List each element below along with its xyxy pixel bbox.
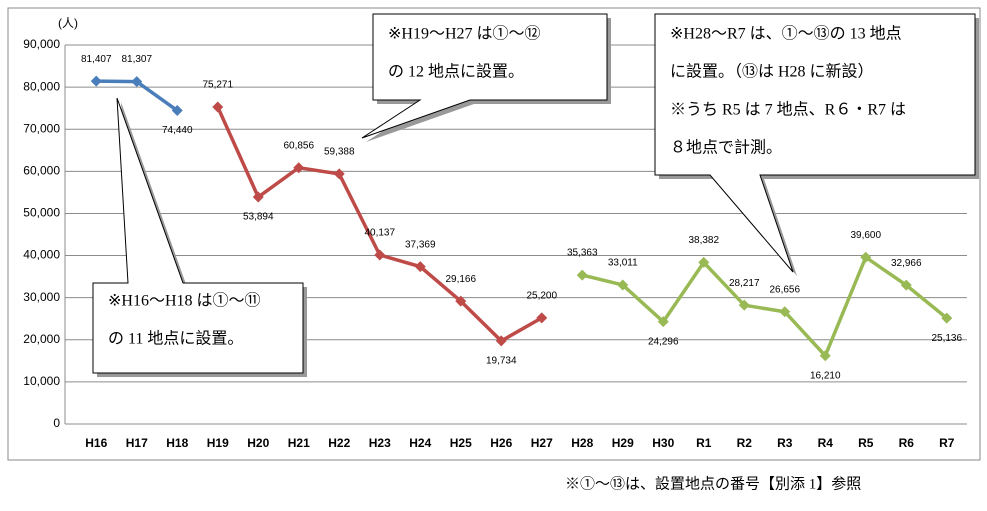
x-tick-label: H20 — [247, 436, 269, 450]
value-label: 60,856 — [283, 140, 314, 151]
x-tick-label: H27 — [531, 436, 553, 450]
footnote: ※①～⑬は、設置地点の番号【別添 1】参照 — [565, 475, 861, 492]
x-tick-label: H24 — [409, 436, 431, 450]
marker — [738, 299, 750, 311]
x-tick-label: H26 — [490, 436, 512, 450]
marker — [779, 306, 791, 318]
marker — [293, 162, 305, 174]
value-label: 24,296 — [648, 336, 679, 347]
x-tick-label: H22 — [328, 436, 350, 450]
y-tick-label: 10,000 — [23, 374, 60, 388]
annotation: の 12 地点に設置。 — [388, 63, 524, 81]
marker — [252, 191, 264, 203]
value-label: 81,307 — [121, 54, 152, 65]
annotation: ※うち R5 は 7 地点、R６・R7 は — [670, 101, 906, 119]
annotation: ※H19～H27 は①～⑫ — [388, 25, 541, 43]
value-label: 25,200 — [526, 291, 557, 302]
marker — [333, 168, 345, 180]
value-label: 37,369 — [405, 239, 436, 250]
x-tick-label: R5 — [858, 436, 874, 450]
x-tick-label: H25 — [450, 436, 472, 450]
marker — [657, 316, 669, 328]
marker — [900, 279, 912, 291]
x-tick-label: R6 — [899, 436, 915, 450]
x-tick-label: H28 — [571, 436, 593, 450]
marker — [819, 350, 831, 362]
x-tick-label: H30 — [652, 436, 674, 450]
x-tick-label: H21 — [288, 436, 310, 450]
marker — [374, 249, 386, 261]
x-tick-label: H17 — [126, 436, 148, 450]
annotation: の 11 地点に設置。 — [108, 330, 243, 348]
value-label: 29,166 — [445, 274, 476, 285]
y-unit: (人) — [58, 16, 78, 30]
value-label: 16,210 — [810, 370, 841, 381]
marker — [576, 269, 588, 281]
marker — [131, 76, 143, 88]
x-tick-label: H18 — [166, 436, 188, 450]
x-tick-label: H23 — [369, 436, 391, 450]
value-label: 28,217 — [729, 278, 760, 289]
y-tick-label: 70,000 — [23, 121, 60, 135]
x-tick-label: R7 — [939, 436, 955, 450]
x-tick-label: R4 — [818, 436, 834, 450]
value-label: 26,656 — [769, 284, 800, 295]
marker — [212, 101, 224, 113]
marker — [414, 261, 426, 273]
series-line — [581, 254, 948, 359]
value-label: 53,894 — [243, 212, 274, 223]
y-tick-label: 60,000 — [23, 164, 60, 178]
marker — [171, 105, 183, 117]
annotation: ８地点で計測。 — [670, 139, 782, 157]
y-tick-label: 0 — [53, 416, 60, 430]
annotation: ※H28～R7 は、①～⑬の 13 地点 — [670, 25, 902, 43]
x-tick-label: H19 — [207, 436, 229, 450]
x-tick-label: R1 — [696, 436, 712, 450]
value-label: 74,440 — [162, 125, 193, 136]
marker — [698, 256, 710, 268]
value-label: 32,966 — [891, 258, 922, 269]
x-tick-label: H16 — [85, 436, 107, 450]
marker — [495, 335, 507, 347]
callout-box — [92, 97, 304, 374]
value-label: 75,271 — [202, 80, 233, 91]
y-tick-label: 90,000 — [23, 37, 60, 51]
callout-box — [654, 13, 976, 273]
value-label: 59,388 — [324, 147, 355, 158]
value-label: 40,137 — [364, 228, 395, 239]
value-label: 38,382 — [688, 235, 719, 246]
marker — [860, 251, 872, 263]
marker — [617, 279, 629, 291]
x-tick-label: R2 — [737, 436, 753, 450]
annotation: ※H16～H18 は①～⑪ — [108, 292, 261, 310]
callout-box — [361, 13, 608, 139]
y-tick-label: 40,000 — [23, 248, 60, 262]
marker — [90, 75, 102, 87]
value-label: 35,363 — [567, 248, 598, 259]
marker — [941, 312, 953, 324]
x-tick-label: R3 — [777, 436, 793, 450]
value-label: 25,136 — [931, 333, 962, 344]
y-tick-label: 50,000 — [23, 206, 60, 220]
x-tick-label: H29 — [612, 436, 634, 450]
annotation: に設置。（⑬は H28 に新設） — [670, 63, 874, 81]
value-label: 19,734 — [486, 356, 517, 367]
value-label: 39,600 — [850, 230, 881, 241]
marker — [536, 312, 548, 324]
value-label: 33,011 — [608, 258, 638, 269]
y-tick-label: 80,000 — [23, 79, 60, 93]
y-tick-label: 30,000 — [23, 290, 60, 304]
marker — [455, 295, 467, 307]
y-tick-label: 20,000 — [23, 332, 60, 346]
value-label: 81,407 — [81, 54, 112, 65]
